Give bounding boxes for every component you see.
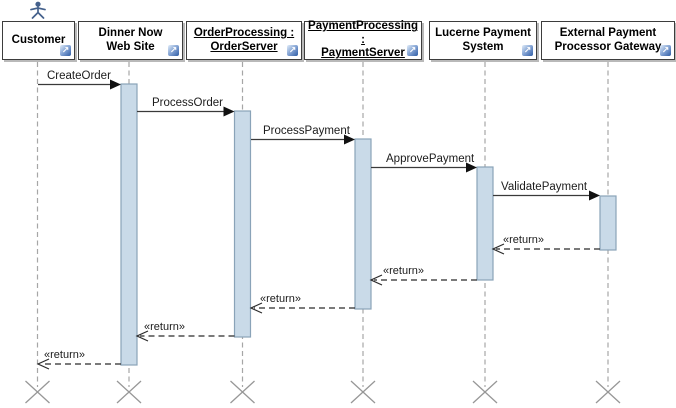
activation-external-gateway[interactable] <box>599 195 617 251</box>
lifeline-head-payment-processing[interactable]: PaymentProcessing : PaymentServer ↗ <box>304 20 422 60</box>
lifeline-head-external-gateway[interactable]: External Payment Processor Gateway ↗ <box>541 21 675 60</box>
lifeline-head-customer[interactable]: Customer ↗ <box>2 21 75 60</box>
lifeline-head-lucerne[interactable]: Lucerne Payment System ↗ <box>429 21 537 60</box>
navigate-icon[interactable]: ↗ <box>287 45 298 56</box>
message-label-process-payment[interactable]: ProcessPayment <box>263 125 350 137</box>
return-arrows <box>36 243 600 370</box>
lifeline-name: OrderProcessing : OrderServer <box>193 27 295 53</box>
activation-dinner-now[interactable] <box>120 83 138 366</box>
message-label-validate-payment[interactable]: ValidatePayment <box>501 181 588 193</box>
activation-payment-processing[interactable] <box>354 138 372 310</box>
navigate-icon[interactable]: ↗ <box>522 45 533 56</box>
message-label-process-order[interactable]: ProcessOrder <box>152 97 223 109</box>
lifeline-name: PaymentProcessing : PaymentServer <box>308 20 418 60</box>
call-arrows <box>38 83 591 197</box>
return-label-order-to-dinner[interactable]: «return» <box>144 321 185 333</box>
activation-lucerne[interactable] <box>476 166 494 281</box>
lifeline-name: Lucerne Payment System <box>435 27 531 53</box>
navigate-icon[interactable]: ↗ <box>407 45 418 56</box>
destruction-marks <box>25 380 621 404</box>
lifeline-name: External Payment Processor Gateway <box>554 27 662 53</box>
lifeline-name: Dinner Now Web Site <box>98 27 163 53</box>
return-label-dinner-to-customer[interactable]: «return» <box>44 349 85 361</box>
navigate-icon[interactable]: ↗ <box>660 45 671 56</box>
message-label-approve-payment[interactable]: ApprovePayment <box>386 153 475 165</box>
call-arrowheads <box>110 79 600 201</box>
activation-bars <box>120 83 617 366</box>
navigate-icon[interactable]: ↗ <box>60 45 71 56</box>
activation-order-processing[interactable] <box>233 110 252 338</box>
message-label-create-order[interactable]: CreateOrder <box>47 70 111 82</box>
return-label-payment-to-order[interactable]: «return» <box>260 293 301 305</box>
return-label-lucerne-to-payment[interactable]: «return» <box>383 265 424 277</box>
lifeline-head-order-processing[interactable]: OrderProcessing : OrderServer ↗ <box>186 21 302 60</box>
return-label-gateway-to-lucerne[interactable]: «return» <box>503 234 544 246</box>
lifeline-name: Customer <box>11 33 66 46</box>
navigate-icon[interactable]: ↗ <box>168 45 179 56</box>
lifeline-head-dinner-now[interactable]: Dinner Now Web Site ↗ <box>78 21 183 60</box>
actor-icon <box>30 1 46 19</box>
